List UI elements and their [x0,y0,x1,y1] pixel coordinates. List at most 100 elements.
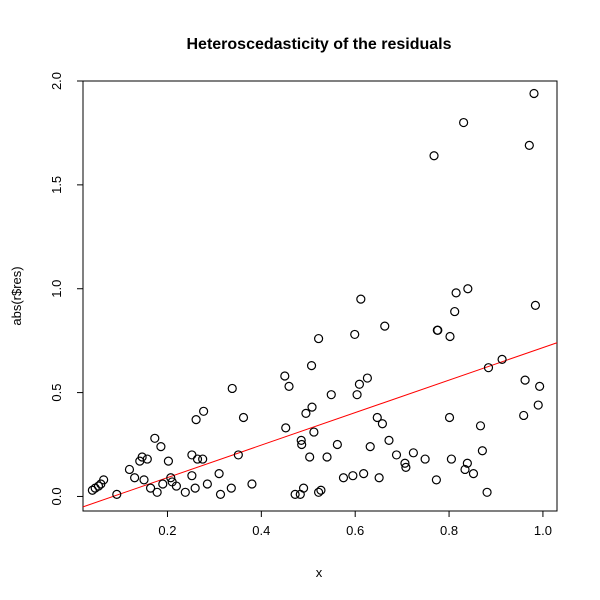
data-point [142,454,152,464]
y-axis-label: abs(r$res) [9,266,24,325]
data-point [156,442,166,452]
data-point [307,402,317,412]
data-point [429,151,439,161]
data-point [238,412,249,423]
data-point [130,473,140,483]
data-point [281,423,291,433]
data-point [280,371,290,381]
data-point [93,481,104,491]
data-point [530,300,541,310]
data-point [433,325,443,335]
data-point [305,452,315,462]
data-point [420,454,430,464]
data-point [408,448,418,458]
data-point [226,483,236,493]
x-axis: 0.2 0.4 0.6 0.8 1.0 [158,511,552,538]
data-point [152,487,162,497]
data-point [284,381,294,391]
data-point [309,427,319,437]
data-point [529,88,539,99]
data-point [533,400,543,410]
data-point [445,331,455,342]
data-point [401,462,411,472]
data-point [145,483,156,493]
x-tick-label: 0.2 [158,523,176,538]
data-point [391,450,402,460]
data-point [519,410,529,421]
data-point [451,288,461,298]
data-point [198,454,208,464]
data-point [306,360,317,371]
data-point [477,446,487,456]
data-point [462,458,472,468]
data-point [158,479,168,489]
data-point [166,473,176,483]
points-layer [87,88,545,499]
data-point [191,414,201,425]
data-point [362,373,372,383]
plot-frame [82,80,558,512]
data-point [446,454,457,464]
data-point [520,375,530,385]
data-point [150,433,160,443]
data-point [326,390,336,400]
data-point [199,406,209,416]
data-point [356,294,366,304]
data-point [332,439,342,450]
data-point [372,412,382,423]
data-point [359,469,369,479]
data-point [290,489,300,499]
data-point [459,117,469,128]
data-point [482,487,492,497]
data-point [202,479,212,489]
data-point [377,419,388,429]
data-point [296,435,306,445]
data-point [301,408,311,418]
data-point [497,354,507,364]
data-point [365,442,375,452]
data-point [124,464,135,475]
x-tick-label: 0.8 [440,523,458,538]
data-point [475,421,486,431]
y-tick-label: 0.5 [49,384,64,402]
data-point [338,473,349,483]
data-point [99,475,109,485]
data-point [233,450,243,460]
data-point [431,475,441,485]
data-point [322,452,332,462]
data-point [87,485,97,495]
data-point [463,284,473,294]
data-point [214,469,224,479]
data-point [313,333,324,344]
y-tick-label: 2.0 [49,72,64,90]
chart-title: Heteroscedasticity of the residuals [187,36,452,53]
data-point [384,435,394,445]
y-tick-label: 1.0 [49,280,64,298]
data-point [460,464,470,475]
data-point [400,458,410,468]
data-point [483,363,494,373]
data-point [468,469,479,479]
data-point [374,473,384,483]
regression-line [82,342,558,508]
data-point [316,485,326,495]
data-point [348,471,358,481]
data-point [380,321,390,331]
data-point [187,471,197,481]
data-point [535,381,545,391]
data-point [524,140,534,150]
y-tick-label: 1.5 [49,176,64,194]
data-point [313,487,324,497]
data-point [139,475,149,485]
y-tick-label: 0.0 [49,487,64,505]
data-point [227,383,237,394]
data-point [180,487,190,497]
x-tick-label: 1.0 [534,523,552,538]
x-axis-label: x [316,565,323,580]
data-point [171,481,181,491]
data-point [450,306,460,317]
data-point [352,390,362,400]
data-point [192,454,203,464]
data-point [354,379,365,389]
